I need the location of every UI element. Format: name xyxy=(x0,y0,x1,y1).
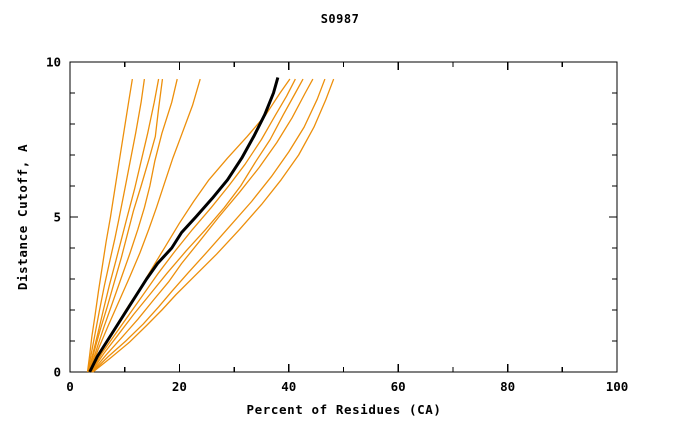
x-tick-label: 0 xyxy=(66,379,74,394)
series-line-model xyxy=(88,78,178,373)
y-axis-ticks xyxy=(70,61,617,373)
series-line-model xyxy=(92,78,335,373)
x-axis-label: Percent of Residues (CA) xyxy=(246,402,441,417)
data-series-group xyxy=(86,77,335,373)
x-tick-label: 80 xyxy=(500,379,515,394)
series-line-highlight xyxy=(88,77,280,373)
plot-frame xyxy=(69,61,618,373)
x-tick-label: 60 xyxy=(391,379,406,394)
chart-title: S0987 xyxy=(320,12,360,26)
y-axis-tick-labels: 0 5 10 xyxy=(46,55,61,380)
series-line-model xyxy=(89,78,201,373)
series-line-model xyxy=(91,78,326,373)
series-line-model xyxy=(91,78,314,373)
x-tick-label: 20 xyxy=(172,379,187,394)
series-line-model xyxy=(90,78,296,373)
x-axis-ticks xyxy=(69,62,618,372)
y-tick-label: 0 xyxy=(53,365,61,380)
series-line-model xyxy=(86,78,134,373)
y-axis-label: Distance Cutoff, A xyxy=(15,144,30,290)
series-line-model xyxy=(90,78,304,373)
x-tick-label: 40 xyxy=(281,379,296,394)
x-tick-label: 100 xyxy=(606,379,629,394)
y-tick-label: 5 xyxy=(53,210,61,225)
series-line-model xyxy=(87,78,160,373)
y-tick-label: 10 xyxy=(46,55,61,70)
series-line-model xyxy=(87,78,146,373)
x-axis-tick-labels: 0 20 40 60 80 100 xyxy=(66,379,628,394)
series-line-model xyxy=(87,78,164,373)
